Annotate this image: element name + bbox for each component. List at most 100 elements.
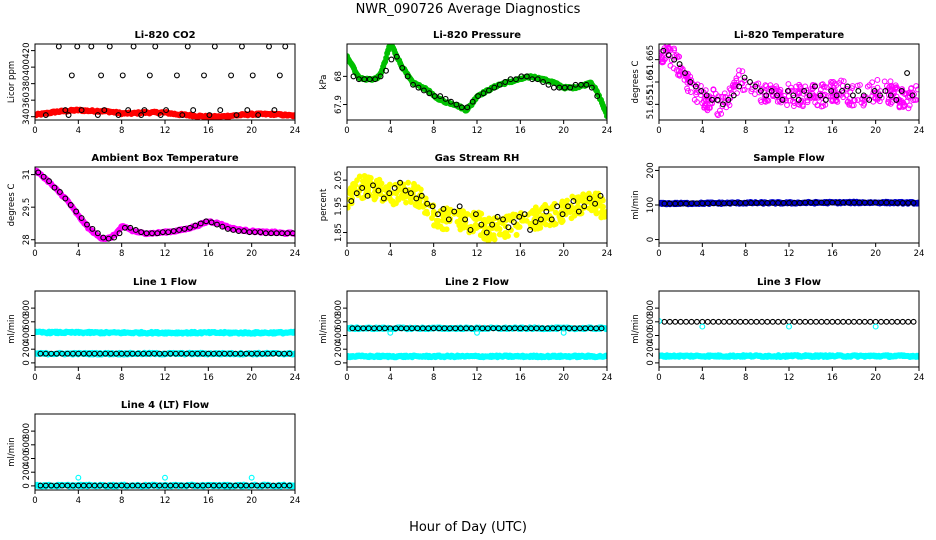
data-point — [98, 72, 105, 79]
panel-ambient-box-temperature: Ambient Box Temperature 0 4 8 12 16 20 24 28 29.5… — [7, 153, 300, 259]
data-point — [365, 325, 372, 332]
data-point — [783, 97, 789, 104]
data-point — [129, 482, 136, 489]
data-point — [403, 199, 409, 206]
data-point — [513, 76, 519, 83]
data-point — [682, 70, 688, 77]
data-point — [496, 81, 503, 88]
data-point — [604, 113, 607, 120]
data-point — [741, 77, 748, 84]
data-point — [840, 78, 847, 85]
data-point — [878, 318, 885, 325]
data-point — [889, 83, 896, 90]
data-point — [248, 482, 255, 489]
data-point — [845, 199, 852, 206]
data-point — [230, 227, 237, 233]
series-average — [349, 325, 605, 332]
plot-frame — [34, 413, 296, 491]
data-point — [94, 112, 101, 118]
data-point — [425, 325, 432, 332]
data-point — [254, 482, 261, 489]
panel-gas-stream-rh: Gas Stream RH 0 4 8 12 16 20 24 1.85 1.95 2.05 perc… — [319, 153, 612, 259]
data-point — [475, 93, 482, 100]
data-point — [101, 107, 108, 114]
data-point — [448, 98, 454, 105]
data-point — [874, 77, 881, 83]
data-point — [62, 107, 69, 114]
data-point — [88, 44, 95, 50]
data-point — [53, 482, 60, 489]
data-point — [666, 200, 673, 207]
data-point — [715, 318, 722, 325]
data-point — [688, 318, 695, 325]
data-point — [600, 203, 606, 210]
data-point — [916, 352, 919, 359]
data-point — [721, 318, 727, 325]
panel-title: Line 4 (LT) Flow — [121, 400, 209, 411]
data-point — [522, 325, 529, 332]
data-point — [391, 185, 398, 191]
data-point — [429, 203, 436, 210]
data-point — [413, 195, 420, 202]
data-point — [194, 350, 201, 357]
data-point — [125, 107, 132, 114]
data-point — [726, 318, 733, 325]
data-point — [370, 182, 376, 189]
data-point — [818, 318, 825, 325]
data-point — [501, 325, 508, 332]
data-point — [717, 107, 723, 114]
data-point — [542, 221, 549, 228]
data-point — [356, 173, 363, 180]
y-tick-label: 68 — [334, 71, 344, 82]
data-point — [84, 221, 90, 228]
data-point — [660, 47, 667, 54]
y-tick-label: 51.655 — [646, 89, 656, 119]
data-point — [490, 325, 497, 332]
data-point — [801, 87, 808, 94]
data-point — [807, 318, 814, 325]
data-point — [691, 96, 698, 103]
data-point — [69, 482, 76, 489]
data-point — [143, 230, 150, 237]
y-axis: 67.9 68 — [334, 71, 347, 114]
data-point — [431, 222, 438, 229]
data-point — [742, 199, 749, 206]
data-marks — [659, 44, 919, 119]
y-tick-label: 67.9 — [334, 95, 344, 114]
data-point — [692, 83, 699, 90]
data-point — [800, 90, 807, 97]
data-point — [350, 180, 357, 187]
data-point — [279, 230, 285, 237]
data-point — [742, 318, 749, 325]
data-point — [583, 81, 590, 88]
data-point — [904, 70, 911, 77]
data-point — [721, 200, 727, 207]
data-point — [901, 91, 908, 97]
data-point — [592, 200, 599, 207]
data-point — [349, 325, 356, 332]
panel-title: Line 2 Flow — [445, 277, 509, 288]
data-point — [281, 482, 288, 489]
data-point — [261, 119, 266, 120]
x-tick-label: 4 — [76, 126, 81, 136]
data-point — [581, 203, 588, 210]
data-point — [154, 230, 161, 237]
data-marks — [35, 328, 295, 358]
data-point — [445, 216, 452, 223]
data-point — [53, 350, 60, 357]
data-point — [867, 199, 874, 206]
data-point — [481, 235, 488, 242]
data-point — [834, 318, 841, 325]
data-point — [281, 350, 288, 357]
data-point — [883, 318, 890, 325]
data-point — [762, 82, 769, 89]
data-point — [374, 177, 381, 184]
data-point — [243, 350, 250, 357]
data-point — [140, 482, 147, 489]
data-point — [102, 482, 109, 489]
y-tick-label: 0 — [646, 237, 656, 242]
x-tick-label: 8 — [431, 249, 436, 259]
data-point — [42, 112, 49, 118]
